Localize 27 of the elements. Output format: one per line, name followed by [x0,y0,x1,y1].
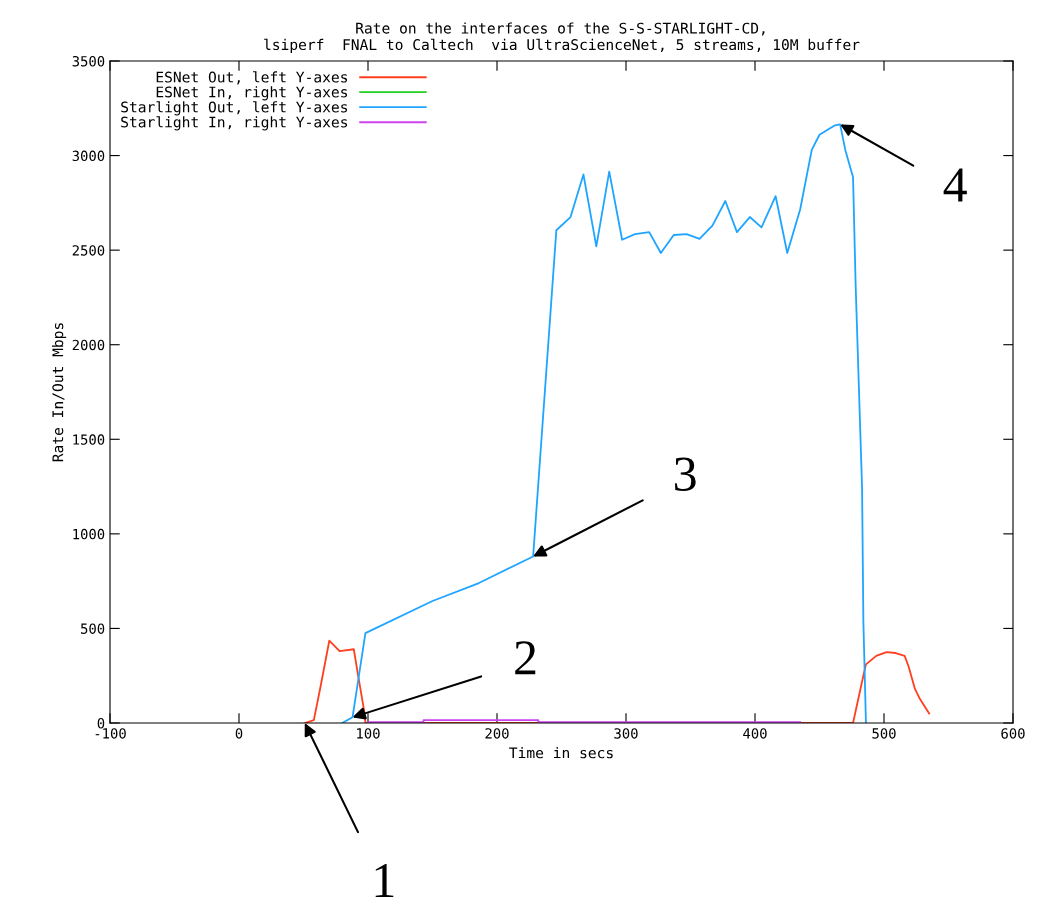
y-axis-title: Rate In/Out Mbps [52,323,67,462]
y-tick-label: 2500 [72,245,105,256]
y-tick-label: 1000 [73,528,105,540]
annotation: 2 [515,641,536,675]
y-tick-label: 3000 [72,150,105,162]
y-tick-label: 2000 [72,339,105,351]
x-tick-label: 300 [614,728,638,739]
legend-label: Starlight In, right Y-axes [121,116,348,131]
legend-label: Starlight Out, left Y-axes [121,101,348,116]
y-tick-label: 1500 [73,434,105,445]
x-tick-label: 400 [743,728,767,739]
annotation: 1 [375,864,394,898]
x-tick-label: 100 [357,728,380,739]
x-tick-label: 500 [872,728,896,739]
y-tick-label: 500 [81,623,105,634]
x-tick-label: 0 [235,728,243,739]
x-tick-label: -100 [95,728,126,739]
x-axis-title: Time in secs [509,747,613,759]
x-tick-label: 600 [1001,728,1025,739]
chart-title: Rate on the interfaces of the S-S-STARLIGHT-CD, lsiperf FNAL to Caltech via UltraScienceNet, 5 streams, 10M buffer [264,22,860,53]
x-tick-label: 200 [485,728,509,739]
annotation: 3 [675,457,696,492]
legend-label: ESNet Out, left Y-axes [156,71,348,85]
y-tick-label: 0 [97,718,105,729]
annotation: 4 [943,168,967,202]
y-tick-label: 3500 [72,56,105,67]
legend-label: ESNet In, right Y-axes [156,86,348,101]
